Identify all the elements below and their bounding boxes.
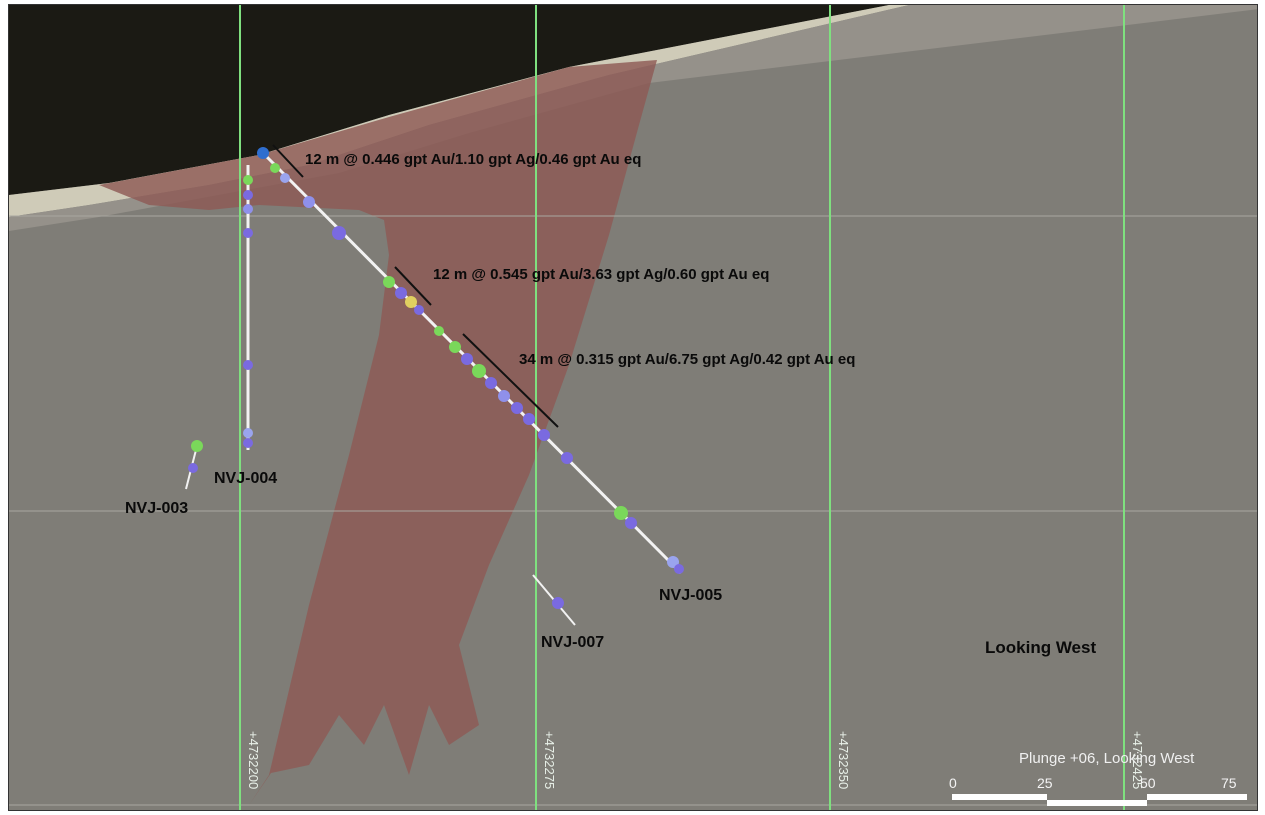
scale-tick-label: 50 (1140, 775, 1156, 791)
drillhole-nvj-005 (257, 147, 684, 575)
northing-label: +4732350 (836, 731, 851, 789)
intercept-label: 34 m @ 0.315 gpt Au/6.75 gpt Ag/0.42 gpt… (519, 351, 855, 368)
scale-tick-label: 75 (1221, 775, 1237, 791)
intercept-marker (394, 266, 432, 306)
drillhole-nvj-003 (185, 440, 203, 490)
scale-tick-label: 0 (949, 775, 957, 791)
scale-bar: 0 25 50 75 (949, 775, 1247, 806)
northing-label: +4732200 (246, 731, 261, 789)
hole-label: NVJ-004 (214, 470, 277, 487)
mineralized-zone (99, 60, 657, 805)
northing-label: +4732425 (1130, 731, 1145, 789)
plunge-label: Plunge +06, Looking West (1019, 750, 1195, 767)
northing-label: +4732275 (542, 731, 557, 789)
section-view: +4732200 +4732275 +4732350 +4732425 (8, 4, 1258, 811)
view-direction-label: Looking West (985, 638, 1096, 657)
drillhole-nvj-007 (532, 574, 576, 626)
hole-label: NVJ-003 (125, 500, 188, 517)
intercept-marker (272, 144, 304, 178)
drillhole-nvj-004 (243, 165, 253, 450)
hole-label: NVJ-007 (541, 634, 604, 651)
intercept-label: 12 m @ 0.446 gpt Au/1.10 gpt Ag/0.46 gpt… (305, 151, 641, 168)
hole-label: NVJ-005 (659, 587, 722, 604)
intercept-label: 12 m @ 0.545 gpt Au/3.63 gpt Ag/0.60 gpt… (433, 266, 769, 283)
air-region (9, 5, 889, 195)
intercept-marker (462, 333, 559, 428)
cross-section-canvas: +4732200 +4732275 +4732350 +4732425 (9, 5, 1257, 810)
scale-tick-label: 25 (1037, 775, 1053, 791)
